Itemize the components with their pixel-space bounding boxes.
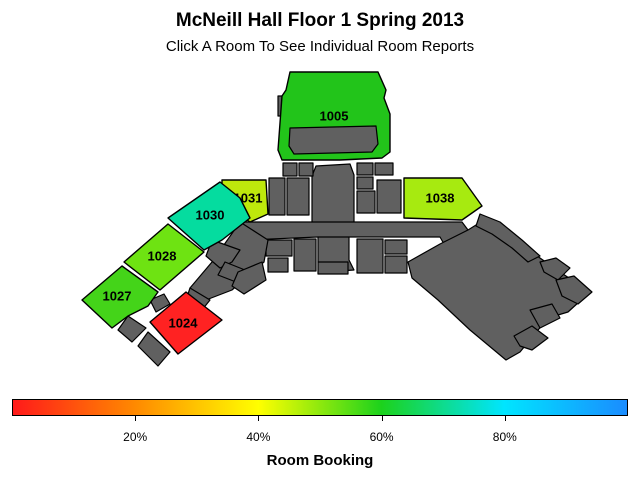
map-subtitle: Click A Room To See Individual Room Repo…: [165, 38, 475, 55]
colorbar-tick-label: 40%: [246, 430, 271, 444]
colorbar-tick: [381, 416, 383, 421]
colorbar-tick: [258, 416, 260, 421]
booking-colorbar: [12, 399, 628, 416]
room-1027-shape: [81, 265, 159, 329]
building-structure: [117, 95, 593, 367]
floor-plan-map: 1005 1031 1030 1028 1027 1024 1038: [81, 71, 593, 367]
room-1030-shape: [167, 181, 251, 251]
room-1028-shape: [123, 223, 205, 291]
colorbar-tick: [135, 416, 137, 421]
room-1005-interior: [288, 125, 379, 155]
colorbar-tick-label: 80%: [492, 430, 517, 444]
room-1024-shape: [149, 291, 223, 355]
map-title: McNeill Hall Floor 1 Spring 2013: [175, 10, 465, 31]
room-1038[interactable]: 1038: [403, 177, 483, 221]
colorbar-tick-label: 60%: [369, 430, 394, 444]
colorbar-tick: [504, 416, 506, 421]
room-1038-shape: [403, 177, 483, 221]
colorbar-label: Room Booking: [266, 452, 374, 469]
colorbar-tick-label: 20%: [123, 430, 148, 444]
